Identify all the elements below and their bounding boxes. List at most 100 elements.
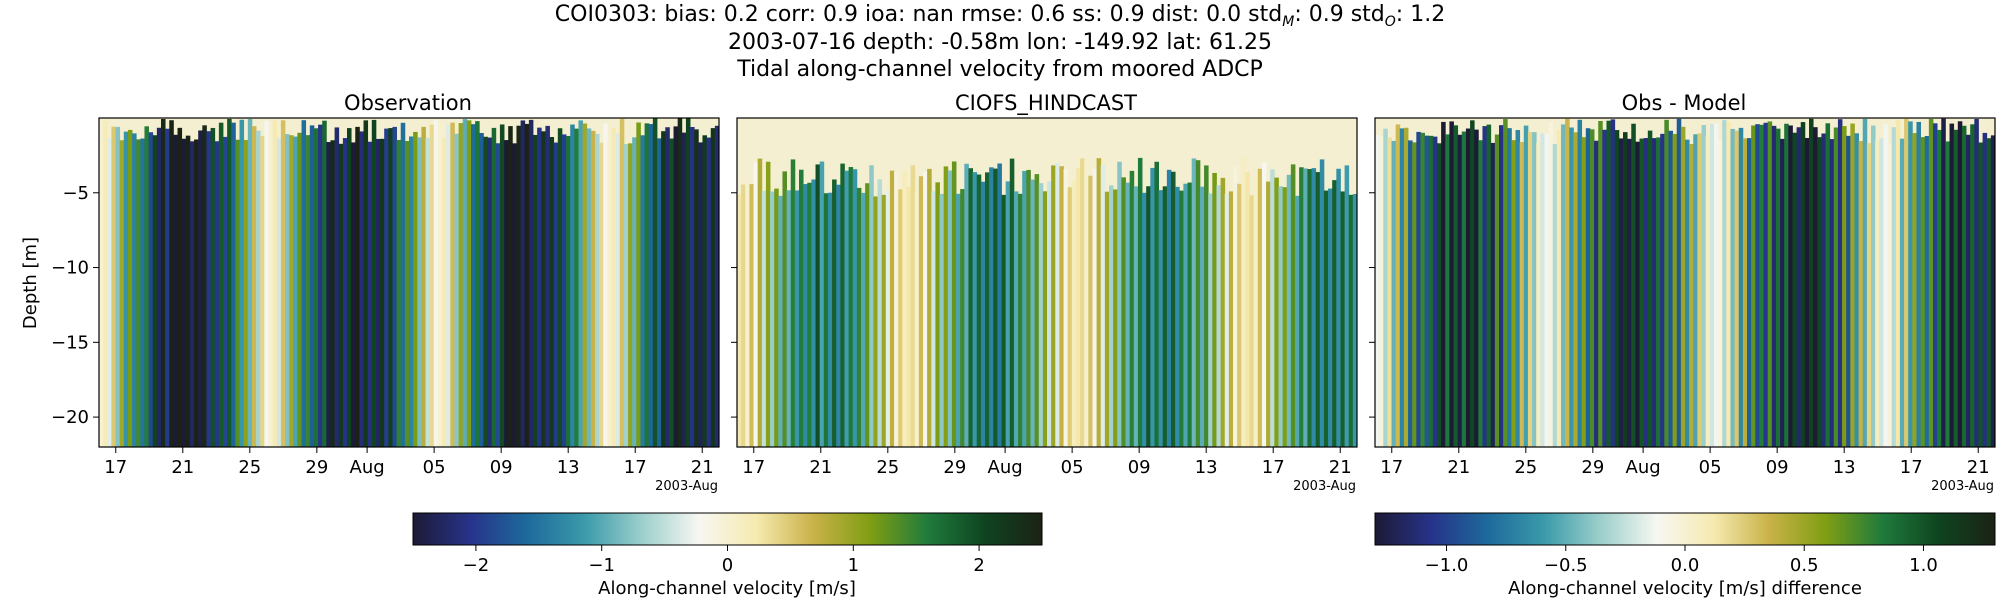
heatmap-cell-column (819, 161, 825, 448)
heatmap-cell-column (388, 128, 393, 447)
heatmap-cell-column (396, 139, 402, 447)
heatmap-cell-column (931, 191, 936, 447)
colorbar-velocity-ticks: −2 −1 0 1 2 (463, 545, 985, 576)
heatmap-cell-column (1253, 176, 1259, 447)
heatmap-cell-column (1784, 123, 1789, 448)
heatmap-cell-column (1249, 195, 1255, 447)
heatmap-cell-column (1461, 131, 1467, 447)
heatmap-cell-column (910, 165, 916, 447)
colorbar-tick-label: −0.5 (1544, 555, 1588, 576)
heatmap-cell-column (1303, 168, 1308, 447)
heatmap-cell-column (1482, 126, 1487, 447)
heatmap-cell-column (1478, 140, 1483, 447)
heatmap-cell-column (1788, 125, 1793, 447)
heatmap-cell-column (586, 128, 592, 448)
heatmap-cell-column (123, 131, 129, 447)
x-tick-label: Aug (350, 457, 385, 478)
heatmap-cell-column (1627, 138, 1632, 447)
heatmap-cell-column (1067, 187, 1073, 448)
heatmap-cell-column (1726, 121, 1731, 447)
heatmap-cell-column (177, 127, 183, 447)
colorbar-velocity-gradient (412, 512, 1043, 546)
heatmap-cell-column (985, 172, 990, 447)
heatmap-cell-column (935, 182, 940, 447)
heatmap-cell-column (342, 138, 348, 447)
heatmap-cell-column (753, 162, 759, 447)
heatmap-cell-column (1274, 177, 1279, 447)
heatmap-cell-column (799, 169, 804, 447)
colorbar-tick-label: −1 (588, 555, 615, 576)
heatmap-cell-column (363, 120, 369, 447)
heatmap-cell-column (1668, 130, 1673, 448)
heatmap-cell-column (1412, 142, 1417, 448)
heatmap-cell-column (1871, 125, 1876, 447)
heatmap-cell-column (479, 133, 484, 447)
heatmap-cell-column (1005, 181, 1011, 447)
heatmap-cell-column (1933, 123, 1938, 447)
heatmap-cell-column (334, 127, 340, 448)
heatmap-cell-column (227, 118, 232, 448)
x-tick-label: 21 (809, 457, 832, 478)
heatmap-cell-column (706, 137, 712, 447)
heatmap-cell-column (1532, 132, 1537, 447)
heatmap-cell-column (794, 190, 800, 448)
colorbar-tick-label: 1.0 (1909, 555, 1938, 576)
heatmap-cell-column (541, 131, 546, 447)
heatmap-cell-column (1800, 122, 1806, 447)
title-sub-m: M (1282, 14, 1295, 30)
heatmap-cell-column (442, 138, 447, 447)
heatmap-cell-column (251, 126, 257, 447)
y-tick-label: −5 (62, 183, 89, 204)
heatmap-cell-column (549, 136, 555, 448)
heatmap-cell-column (466, 120, 472, 447)
heatmap-cell-column (247, 118, 253, 447)
heatmap-cell-column (1862, 118, 1868, 448)
heatmap-cell-column (815, 164, 821, 447)
heatmap-cell-column (702, 135, 707, 448)
heatmap-cell-column (1982, 132, 1988, 447)
heatmap-cell-column (276, 138, 282, 447)
heatmap-cell-column (400, 122, 406, 448)
heatmap-cell-column (652, 118, 658, 448)
y-tick-label: −20 (51, 407, 89, 428)
x-tick-label: 29 (943, 457, 966, 478)
heatmap-cell-column (1026, 169, 1031, 448)
panel-observation: Observation 17 21 25 29 Aug 05 09 13 17 21 2003-A… (20, 91, 720, 494)
heatmap-cell-column (1084, 161, 1089, 447)
heatmap-cell-column (685, 118, 691, 447)
heatmap-cell-column (1556, 129, 1562, 448)
heatmap-cell-column (989, 167, 994, 447)
heatmap-cell-column (578, 120, 583, 447)
heatmap-cell-column (636, 122, 641, 448)
heatmap-cell-column (1928, 118, 1934, 447)
heatmap-cell-column (355, 126, 360, 448)
heatmap-cell-column (1577, 119, 1583, 447)
heatmap-cell-column (1689, 143, 1694, 447)
heatmap-cell-column (968, 168, 973, 447)
heatmap-cell-column (611, 127, 617, 448)
heatmap-cell-column (297, 132, 302, 447)
heatmap-cell-column (1199, 186, 1205, 447)
heatmap-cell-column (665, 127, 670, 448)
heatmap-cell-column (1080, 158, 1085, 447)
heatmap-cell-column (1912, 133, 1917, 447)
heatmap-cell-column (1647, 130, 1653, 447)
axes-frame-difference (1374, 117, 1996, 448)
heatmap-cell-column (210, 127, 216, 448)
heatmap-cell-column (1618, 138, 1624, 447)
heatmap-cell-column (657, 138, 662, 448)
heatmap-cell-column (856, 187, 862, 447)
heatmap-cell-column (1966, 134, 1971, 448)
heatmap-cell-column (1763, 122, 1769, 447)
heatmap-cell-column (574, 128, 579, 447)
heatmap-cell-column (1340, 191, 1345, 447)
heatmap-cell-column (1216, 185, 1221, 447)
heatmap-cell-column (173, 134, 178, 447)
heatmap-cell-column (322, 120, 327, 447)
title-metrics-mid: : 0.9 std (1294, 2, 1385, 27)
heatmap-cell-column (1759, 124, 1764, 447)
heatmap-cell-column (1001, 194, 1007, 447)
heatmap-cell-column (972, 172, 978, 447)
x-tick-label: 09 (1766, 457, 1789, 478)
x-tick-label: 21 (1967, 457, 1990, 478)
